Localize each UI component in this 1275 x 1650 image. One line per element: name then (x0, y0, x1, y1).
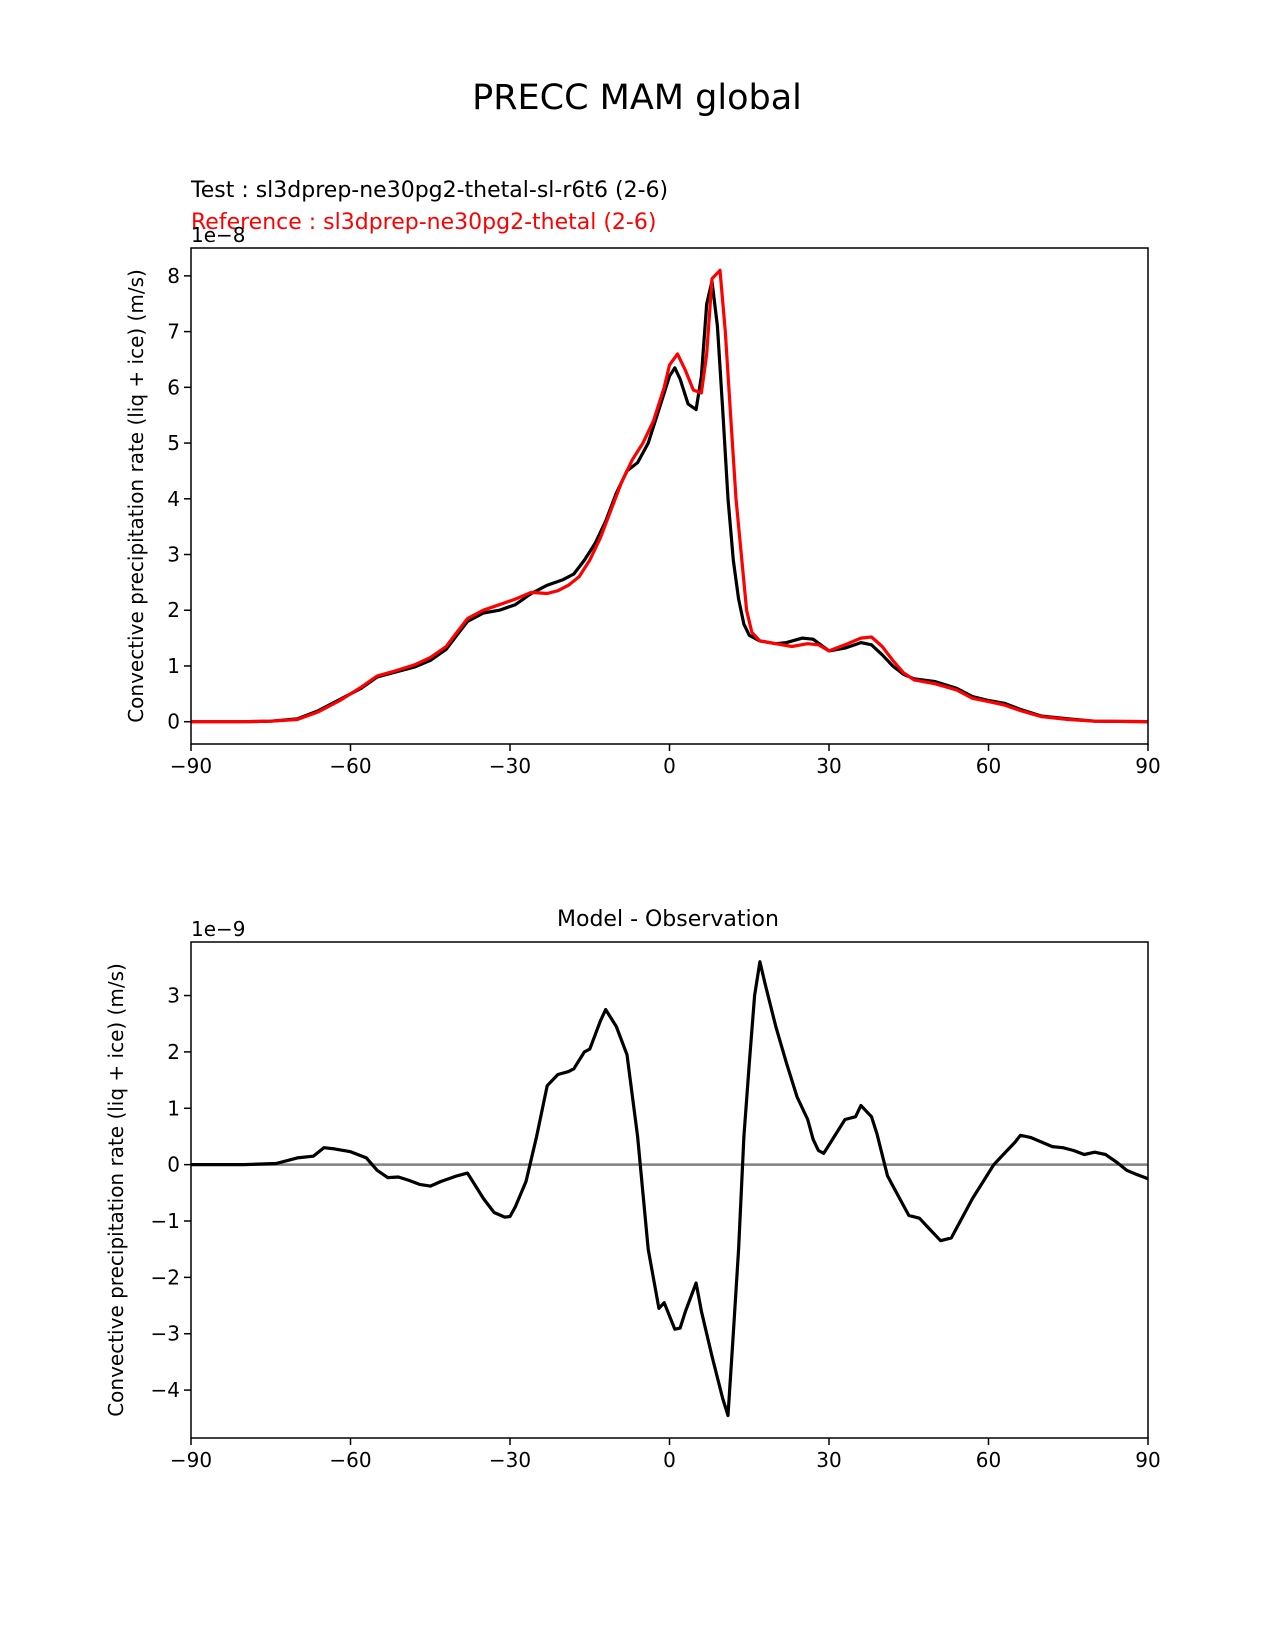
x-tick-label: −60 (329, 1448, 371, 1472)
x-tick-label: 0 (663, 1448, 676, 1472)
y-tick-label: −1 (151, 1209, 180, 1233)
y-tick-label: 8 (167, 264, 180, 288)
y-tick-label: 1 (167, 1096, 180, 1120)
reference-label: Reference : sl3dprep-ne30pg2-thetal (2-6… (191, 210, 656, 235)
bottom-plot-title: Model - Observation (557, 907, 779, 932)
y-tick-label: 3 (167, 543, 180, 567)
x-tick-label: 60 (976, 754, 1001, 778)
figure-title: PRECC MAM global (472, 78, 802, 118)
x-tick-label: 30 (816, 754, 841, 778)
y-tick-label: 2 (167, 598, 180, 622)
axis-offset-label: 1e−9 (191, 917, 246, 941)
y-axis-label: Convective precipitation rate (liq + ice… (104, 963, 128, 1417)
y-tick-label: 4 (167, 487, 180, 511)
y-tick-label: −4 (151, 1378, 180, 1402)
x-tick-label: −90 (170, 754, 212, 778)
x-tick-label: 90 (1135, 754, 1160, 778)
y-tick-label: 6 (167, 375, 180, 399)
axis-offset-label: 1e−8 (191, 223, 246, 247)
series-line-test (191, 960, 1148, 1418)
x-tick-label: 90 (1135, 1448, 1160, 1472)
x-tick-label: −30 (489, 754, 531, 778)
y-tick-label: 7 (167, 320, 180, 344)
y-tick-label: 0 (167, 1153, 180, 1177)
y-tick-label: 5 (167, 431, 180, 455)
x-tick-label: 0 (663, 754, 676, 778)
y-tick-label: −2 (151, 1265, 180, 1289)
axes-frame (190, 941, 1149, 1439)
bottom-plot: −90 −60 −30 0 30 60 90 −4 −3 −2 −1 0 1 2 3 1e−9 Convecti… (104, 917, 1161, 1472)
top-plot: −90 −60 −30 0 30 60 90 0 1 2 3 4 5 6 7 8 1e−8 Convective … (124, 223, 1161, 778)
y-tick-label: 3 (167, 984, 180, 1008)
x-tick-label: 30 (816, 1448, 841, 1472)
series-line-reference (191, 268, 1148, 724)
y-tick-label: 1 (167, 654, 180, 678)
series-line-test (191, 279, 1148, 724)
x-tick-label: 60 (976, 1448, 1001, 1472)
y-axis-label: Convective precipitation rate (liq + ice… (124, 269, 148, 723)
x-tick-label: −30 (489, 1448, 531, 1472)
y-tick-label: −3 (151, 1322, 180, 1346)
y-tick-label: 2 (167, 1040, 180, 1064)
x-tick-label: −90 (170, 1448, 212, 1472)
test-label: Test : sl3dprep-ne30pg2-thetal-sl-r6t6 (… (190, 178, 668, 203)
axes-frame (190, 247, 1149, 745)
x-tick-label: −60 (329, 754, 371, 778)
y-tick-label: 0 (167, 710, 180, 734)
